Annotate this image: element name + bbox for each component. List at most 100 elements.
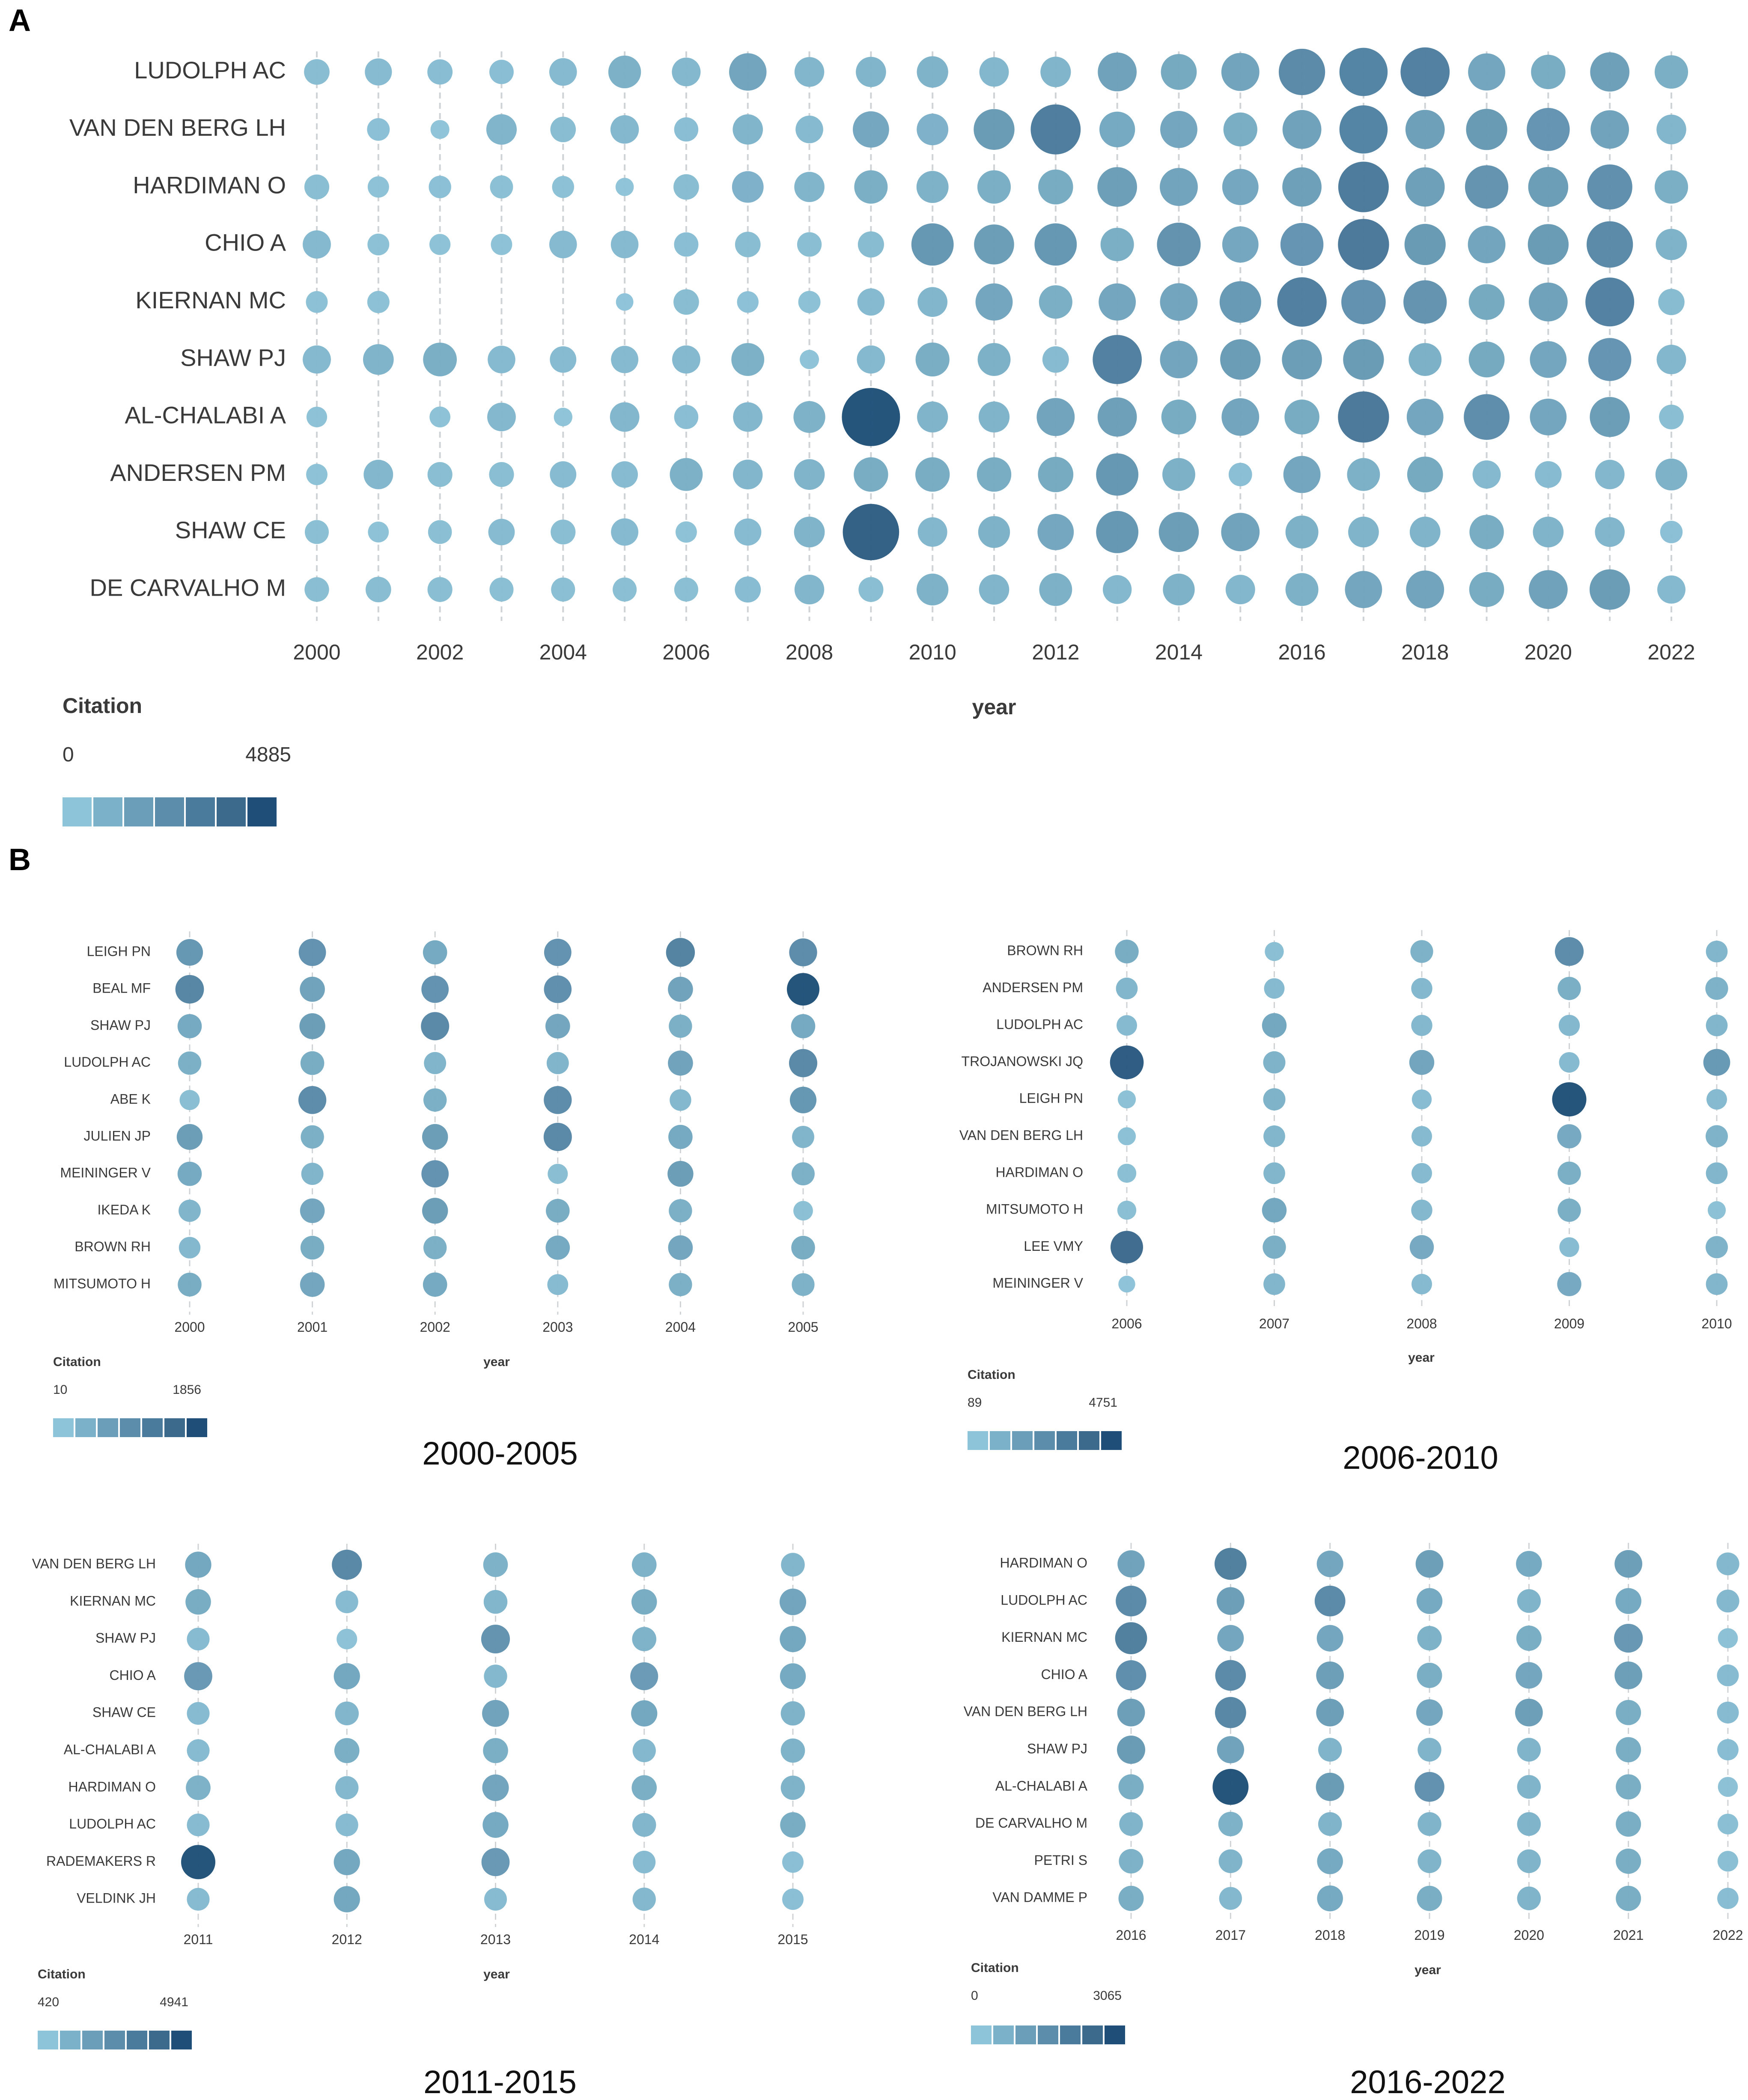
citation-bubble — [1655, 458, 1688, 491]
citation-bubble — [1219, 281, 1261, 323]
legend-title: Citation — [38, 1967, 86, 1981]
legend-color-swatch — [187, 1418, 207, 1437]
citation-bubble — [674, 405, 699, 430]
citation-bubble — [1411, 978, 1432, 999]
citation-bubble — [300, 976, 325, 1002]
citation-bubble — [1118, 1774, 1144, 1800]
citation-bubble — [486, 114, 517, 145]
citation-bubble — [1119, 1849, 1143, 1874]
citation-bubble — [731, 343, 765, 376]
citation-bubble — [1530, 398, 1567, 436]
x-tick-label: 2014 — [629, 1932, 659, 1947]
legend-color-swatch — [120, 1418, 140, 1437]
author-label: ANDERSEN PM — [983, 980, 1083, 995]
legend-color-swatch — [1082, 2025, 1103, 2044]
citation-bubble — [975, 283, 1013, 321]
citation-bubble — [1468, 53, 1505, 91]
citation-bubble — [608, 55, 641, 89]
citation-bubble — [336, 1629, 357, 1650]
legend-color-swatch — [60, 2031, 80, 2049]
citation-bubble — [792, 1162, 815, 1186]
author-label: RADEMAKERS R — [46, 1853, 156, 1869]
period-label: 2011-2015 — [423, 2064, 577, 2100]
citation-bubble — [1219, 1887, 1242, 1910]
citation-bubble — [367, 291, 390, 313]
citation-bubble — [1314, 1585, 1346, 1617]
author-label: JULIEN JP — [84, 1128, 151, 1143]
citation-bubble — [1039, 573, 1072, 606]
citation-bubble — [1417, 1812, 1441, 1836]
author-label: HARDIMAN O — [1000, 1555, 1087, 1570]
citation-bubble — [789, 1086, 817, 1113]
author-label: LEE VMY — [1024, 1238, 1083, 1254]
citation-bubble — [794, 57, 825, 87]
citation-bubble — [1412, 1126, 1432, 1147]
legend-color-swatch — [993, 2025, 1014, 2044]
author-label: VAN DEN BERG LH — [32, 1556, 156, 1571]
citation-bubble — [1406, 570, 1444, 609]
citation-bubble — [1317, 1848, 1343, 1874]
citation-bubble — [1099, 111, 1135, 147]
citation-bubble — [780, 1812, 806, 1838]
citation-bubble — [1160, 283, 1198, 321]
citation-bubble — [794, 172, 825, 202]
citation-bubble — [304, 577, 329, 602]
citation-bubble — [1117, 1015, 1137, 1036]
citation-bubble — [548, 1163, 568, 1184]
citation-bubble — [1117, 1550, 1145, 1578]
citation-bubble — [482, 1700, 509, 1727]
citation-bubble — [1115, 1622, 1147, 1654]
citation-bubble — [1705, 977, 1728, 1000]
citation-bubble — [1117, 1163, 1137, 1183]
x-tick-label: 2020 — [1525, 640, 1572, 664]
legend-title: Citation — [968, 1368, 1015, 1382]
citation-bubble — [670, 1089, 691, 1111]
citation-bubble — [423, 343, 457, 376]
citation-bubble — [483, 1590, 508, 1614]
citation-bubble — [1338, 391, 1389, 443]
citation-bubble — [1468, 225, 1506, 263]
citation-bubble — [631, 1552, 657, 1577]
author-label: ABE K — [110, 1091, 151, 1107]
citation-bubble — [1263, 1162, 1285, 1184]
legend-color-swatch — [1015, 2025, 1036, 2044]
citation-bubble — [1157, 222, 1201, 266]
citation-bubble — [791, 1235, 815, 1260]
citation-bubble — [427, 462, 453, 487]
legend-max-label: 4885 — [245, 743, 291, 766]
citation-bubble — [1099, 283, 1136, 321]
citation-bubble — [483, 1552, 508, 1577]
citation-bubble — [793, 1201, 813, 1221]
citation-bubble — [1616, 1811, 1641, 1837]
citation-bubble — [334, 1849, 360, 1876]
legend-title: Citation — [53, 1355, 101, 1369]
citation-bubble — [1405, 110, 1445, 149]
citation-bubble — [1660, 521, 1683, 543]
citation-bubble — [1558, 1014, 1580, 1036]
citation-bubble — [668, 1235, 693, 1260]
citation-bubble — [186, 1775, 211, 1800]
author-label: LEIGH PN — [87, 943, 151, 959]
citation-bubble — [545, 1014, 570, 1039]
citation-bubble — [187, 1702, 210, 1725]
legend-max-label: 4751 — [1089, 1396, 1117, 1410]
legend-color-swatch — [63, 797, 92, 826]
citation-bubble — [1345, 571, 1382, 609]
citation-bubble — [1223, 112, 1257, 146]
citation-bubble — [631, 1775, 657, 1801]
citation-bubble — [554, 408, 572, 427]
author-label: ANDERSEN PM — [110, 459, 286, 486]
author-label: VAN DEN BERG LH — [964, 1704, 1087, 1719]
citation-bubble — [1517, 1886, 1541, 1910]
author-label: SHAW PJ — [90, 1017, 151, 1033]
x-tick-label: 2021 — [1613, 1927, 1644, 1943]
citation-bubble — [1533, 516, 1564, 548]
legend-color-swatch — [155, 797, 184, 826]
legend-color-swatch — [38, 2031, 58, 2049]
citation-bubble — [427, 577, 453, 602]
citation-bubble — [1285, 515, 1319, 549]
citation-bubble — [858, 577, 884, 602]
citation-bubble — [782, 1851, 804, 1873]
citation-bubble — [551, 519, 576, 545]
legend-color-swatch — [104, 2031, 125, 2049]
